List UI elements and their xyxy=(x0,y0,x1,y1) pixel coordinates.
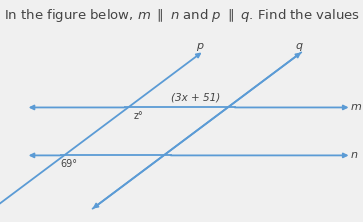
Text: z°: z° xyxy=(134,111,143,121)
Text: p: p xyxy=(196,41,203,51)
Text: (3x + 51): (3x + 51) xyxy=(171,92,220,102)
Text: 69°: 69° xyxy=(61,159,78,169)
Text: In the figure below, $m$ $\parallel$ $n$ and $p$ $\parallel$ $q$. Find the value: In the figure below, $m$ $\parallel$ $n$… xyxy=(4,7,363,24)
Text: n: n xyxy=(351,149,358,160)
Text: q: q xyxy=(296,41,303,51)
Text: m: m xyxy=(351,101,361,112)
